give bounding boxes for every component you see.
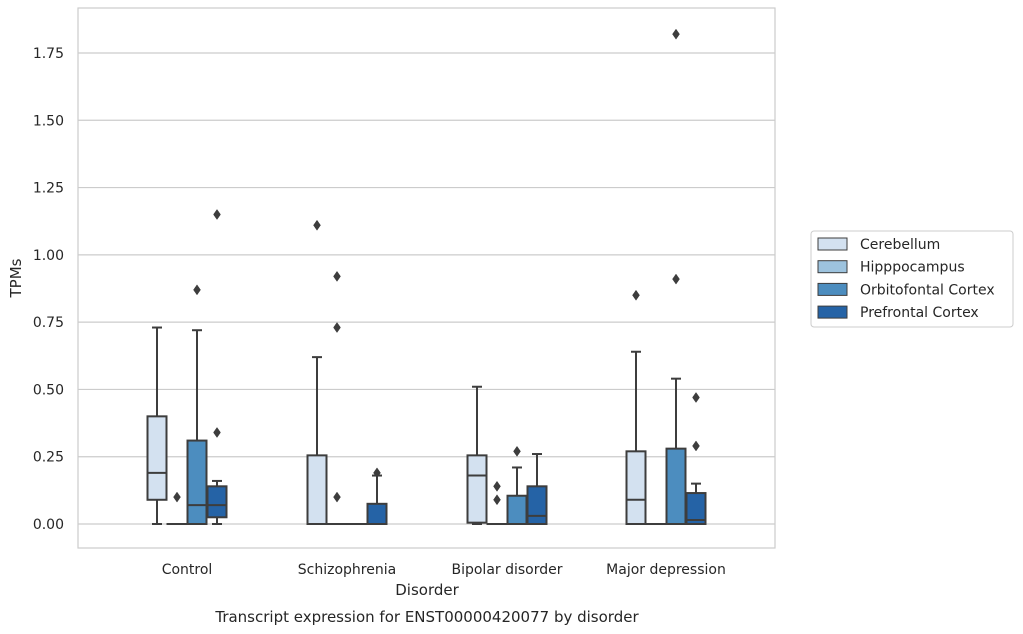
plot-frame xyxy=(77,7,776,549)
outlier-point xyxy=(193,284,201,296)
chart-caption: Transcript expression for ENST0000042007… xyxy=(214,608,639,626)
x-tick-label: Bipolar disorder xyxy=(451,562,562,578)
box-3-0 xyxy=(625,289,647,525)
outlier-point xyxy=(333,322,341,333)
legend-swatch xyxy=(817,237,848,251)
box-1-0 xyxy=(306,219,328,525)
y-tick-label: 1.25 xyxy=(33,181,64,197)
y-tick-label: 1.00 xyxy=(33,248,64,264)
outlier-point xyxy=(632,289,640,301)
box-iqr xyxy=(206,485,228,519)
box-iqr xyxy=(506,494,528,525)
x-axis-label: Disorder xyxy=(395,581,459,599)
y-tick-label: 1.75 xyxy=(33,46,64,62)
box-iqr xyxy=(665,447,687,526)
box-2-2 xyxy=(506,445,528,525)
x-tick-labels: Control Schizophrenia Bipolar disorder Majo… xyxy=(162,562,726,578)
outlier-point xyxy=(692,392,700,403)
legend-swatch xyxy=(817,260,848,274)
outlier-point xyxy=(493,494,501,506)
box-0-1 xyxy=(166,491,188,526)
outlier-point xyxy=(692,440,700,452)
box-0-2 xyxy=(186,284,208,525)
box-3-2 xyxy=(665,28,687,526)
box-2-3 xyxy=(526,453,548,526)
outlier-point xyxy=(672,28,680,40)
box-iqr xyxy=(625,450,647,525)
outlier-point xyxy=(313,219,321,231)
box-iqr xyxy=(186,439,208,525)
box-3-3 xyxy=(685,392,707,526)
outlier-point xyxy=(333,491,341,503)
y-tick-label: 0.50 xyxy=(33,382,64,398)
outlier-point xyxy=(173,491,181,503)
box-2-1 xyxy=(486,480,508,526)
legend-label: Hipppocampus xyxy=(860,260,965,276)
legend-label: Cerebellum xyxy=(860,237,940,253)
box-iqr xyxy=(366,502,388,526)
box-iqr xyxy=(685,492,707,526)
box-plot-marks xyxy=(146,28,707,526)
y-tick-label: 0.00 xyxy=(33,517,64,533)
x-tick-label: Schizophrenia xyxy=(298,562,396,578)
outlier-point xyxy=(213,427,221,438)
box-iqr xyxy=(146,415,168,501)
box-iqr xyxy=(466,454,488,524)
outlier-point xyxy=(672,273,680,285)
y-tick-label: 0.25 xyxy=(33,450,64,466)
outlier-point xyxy=(493,480,501,492)
x-tick-label: Control xyxy=(162,562,213,578)
legend-swatch xyxy=(817,305,848,319)
box-1-1 xyxy=(326,270,348,526)
y-tick-labels: 0.00 0.25 0.50 0.75 1.00 1.25 1.50 1.75 xyxy=(33,46,64,533)
outlier-point xyxy=(213,209,221,220)
box-iqr xyxy=(526,485,548,526)
x-tick-label: Major depression xyxy=(606,562,726,578)
legend-label: Prefrontal Cortex xyxy=(860,305,979,321)
legend-label: Orbitofontal Cortex xyxy=(860,282,995,298)
box-iqr xyxy=(306,454,328,525)
outlier-point xyxy=(333,270,341,282)
box-0-3 xyxy=(206,209,228,525)
legend: Cerebellum Hipppocampus Orbitofontal Corte… xyxy=(810,230,1014,328)
y-axis-label: TPMs xyxy=(7,258,25,298)
box-1-3 xyxy=(366,467,388,526)
legend-swatch xyxy=(817,282,848,296)
box-0-0 xyxy=(146,326,168,525)
legend-frame xyxy=(810,230,1014,328)
y-tick-label: 0.75 xyxy=(33,315,64,331)
outlier-point xyxy=(373,467,381,479)
box-2-0 xyxy=(466,385,488,525)
y-tick-label: 1.50 xyxy=(33,113,64,129)
outlier-point xyxy=(513,445,521,457)
